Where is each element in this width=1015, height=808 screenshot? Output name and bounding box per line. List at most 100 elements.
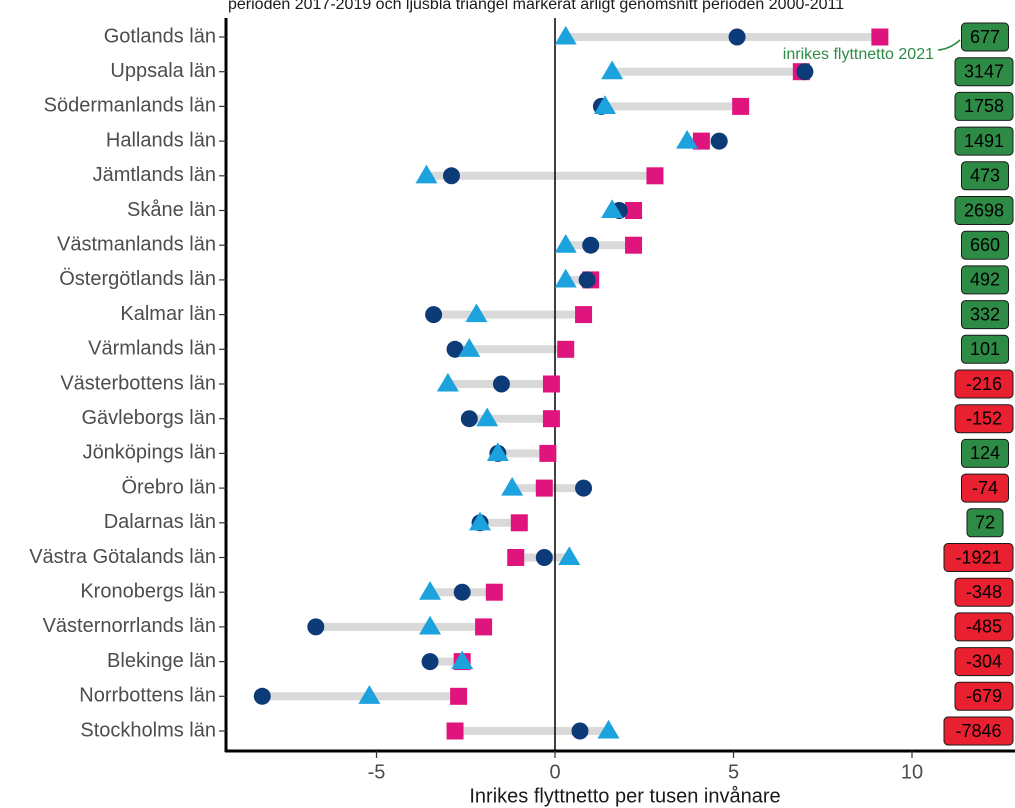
triangle-marker [476, 407, 499, 427]
y-tick-label: Stockholms län [80, 719, 216, 741]
square-marker [625, 202, 643, 219]
triangle-marker [458, 338, 481, 357]
value-badge-label: -216 [966, 374, 1002, 394]
circle-marker [442, 167, 460, 185]
y-tick-label: Jönköpings län [83, 442, 216, 464]
square-marker [475, 618, 493, 636]
circle-marker [796, 63, 814, 81]
square-marker [485, 583, 503, 601]
value-badge [966, 508, 1004, 538]
square-marker [542, 410, 560, 428]
value-badge-label: 473 [970, 166, 1000, 186]
value-badge [954, 126, 1014, 156]
value-badge-label: -152 [966, 408, 1002, 428]
value-badge [961, 22, 1009, 52]
value-badge [961, 230, 1009, 260]
triangle-marker [554, 25, 577, 45]
triangle-marker [469, 511, 492, 531]
value-badge-label: 660 [970, 235, 1000, 255]
triangle-marker [593, 95, 616, 114]
value-badge-label: 1491 [964, 131, 1004, 151]
square-marker [446, 722, 464, 740]
value-badge [961, 161, 1009, 191]
value-badge-label: 492 [970, 270, 1000, 290]
value-badge [943, 543, 1014, 572]
square-marker [575, 306, 593, 324]
data-points [253, 25, 889, 740]
triangle-marker [597, 719, 620, 739]
triangle-marker [419, 615, 442, 635]
triangle-marker [601, 199, 624, 219]
range-segments [262, 33, 880, 735]
square-marker [732, 97, 750, 115]
value-badge-label: 101 [970, 339, 1000, 359]
y-tick-label: Skåne län [127, 199, 216, 221]
y-tick-label: Norrbottens län [79, 685, 216, 707]
value-badges: 677 3147 1758 1491 473 2698 660 492 332 101 -216 -1… [943, 22, 1014, 746]
y-tick-label: Södermanlands län [44, 95, 216, 117]
y-tick-label: Dalarnas län [104, 511, 216, 533]
y-tick-label: Västernorrlands län [43, 615, 216, 637]
triangle-marker [415, 164, 438, 184]
value-badge-label: 72 [975, 513, 995, 533]
value-badge [961, 265, 1009, 295]
triangle-marker [601, 60, 624, 80]
value-badge-label: 2698 [964, 200, 1004, 220]
square-marker [557, 340, 575, 358]
value-badge-label: -74 [972, 478, 998, 498]
value-badge [954, 612, 1014, 642]
circle-marker [425, 306, 443, 324]
y-tick-label: Kalmar län [120, 303, 216, 325]
x-axis-tick-labels: -5 0 5 10 [368, 751, 923, 783]
circle-marker [582, 236, 600, 254]
value-badge-label: 3147 [964, 61, 1004, 81]
square-marker [539, 444, 557, 462]
value-badge [954, 647, 1014, 677]
value-badge [961, 438, 1009, 468]
triangle-marker [676, 129, 699, 149]
x-tick-label: -5 [368, 761, 386, 783]
value-badge [954, 91, 1014, 121]
value-badge [943, 716, 1014, 746]
value-badge [961, 334, 1009, 364]
circle-marker [453, 583, 471, 601]
value-badge [954, 369, 1014, 399]
square-marker [871, 28, 889, 46]
triangle-marker [486, 442, 509, 461]
annotation-leader-line [937, 39, 961, 51]
chart-subtitle: perioden 2017-2019 och ljusblå triangel … [228, 0, 844, 13]
y-tick-label: Uppsala län [110, 60, 216, 82]
circle-marker [728, 28, 746, 46]
value-badge-label: -485 [966, 617, 1002, 637]
circle-marker [578, 271, 596, 289]
y-tick-label: Gotlands län [104, 25, 216, 47]
triangle-marker [451, 650, 474, 670]
value-badge-label: 1758 [964, 96, 1004, 116]
circle-marker [710, 132, 728, 150]
triangle-marker [558, 546, 581, 566]
y-tick-label: Västra Götalands län [29, 546, 216, 568]
value-badge [961, 300, 1009, 330]
x-tick-label: 10 [901, 761, 923, 783]
circle-marker [492, 375, 510, 393]
y-tick-label: Hallands län [106, 129, 216, 151]
triangle-marker [465, 303, 488, 323]
value-badge-label: -348 [966, 582, 1002, 602]
square-marker [692, 132, 710, 150]
annotation-group: inrikes flyttnetto 2021 [783, 39, 961, 63]
square-marker [542, 375, 560, 393]
value-badge-label: -304 [966, 651, 1002, 671]
circle-marker [253, 687, 271, 705]
annotation-label: inrikes flyttnetto 2021 [783, 46, 934, 63]
y-tick-label: Örebro län [122, 476, 217, 498]
square-marker [535, 479, 553, 497]
circle-marker [535, 549, 553, 566]
square-marker [507, 549, 525, 566]
triangle-marker [554, 234, 577, 253]
square-marker [625, 236, 643, 254]
square-marker [510, 514, 528, 532]
triangle-marker [358, 685, 381, 704]
value-badge-label: 124 [970, 443, 1000, 463]
y-tick-label: Västerbottens län [60, 372, 216, 394]
